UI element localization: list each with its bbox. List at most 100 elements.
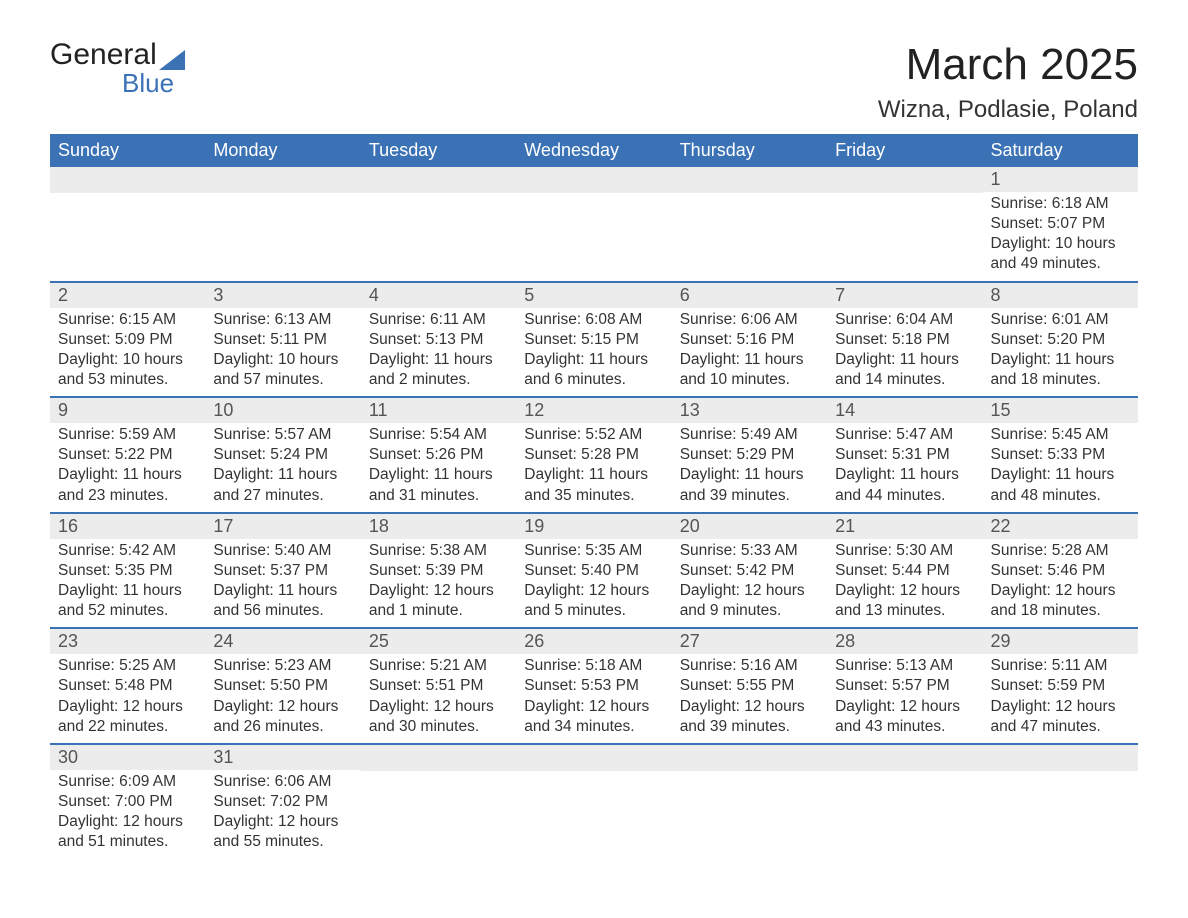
day-number: 9 (50, 398, 205, 423)
sunrise-line: Sunrise: 5:28 AM (991, 541, 1130, 561)
daylight-line: Daylight: 11 hours and 35 minutes. (524, 465, 663, 505)
sunrise-line: Sunrise: 5:16 AM (680, 656, 819, 676)
day-body (983, 771, 1138, 851)
day-number: 3 (205, 283, 360, 308)
sunset-line: Sunset: 5:09 PM (58, 330, 197, 350)
sunrise-line: Sunrise: 6:13 AM (213, 310, 352, 330)
day-number (672, 167, 827, 193)
daylight-line: Daylight: 11 hours and 23 minutes. (58, 465, 197, 505)
day-number: 13 (672, 398, 827, 423)
calendar-cell: 28Sunrise: 5:13 AMSunset: 5:57 PMDayligh… (827, 628, 982, 744)
day-body (827, 193, 982, 273)
day-body (361, 771, 516, 851)
calendar-cell (827, 167, 982, 282)
day-number: 30 (50, 745, 205, 770)
header: General Blue March 2025 Wizna, Podlasie,… (50, 40, 1138, 124)
day-number: 19 (516, 514, 671, 539)
calendar-table: Sunday Monday Tuesday Wednesday Thursday… (50, 134, 1138, 858)
day-body: Sunrise: 5:25 AMSunset: 5:48 PMDaylight:… (50, 654, 205, 743)
day-body (205, 193, 360, 273)
daylight-line: Daylight: 11 hours and 56 minutes. (213, 581, 352, 621)
logo-triangle-icon (159, 50, 185, 70)
sunrise-line: Sunrise: 6:08 AM (524, 310, 663, 330)
calendar-cell (50, 167, 205, 282)
day-number: 8 (983, 283, 1138, 308)
day-body (516, 771, 671, 851)
day-number: 2 (50, 283, 205, 308)
daylight-line: Daylight: 11 hours and 39 minutes. (680, 465, 819, 505)
day-body (672, 771, 827, 851)
sunset-line: Sunset: 5:16 PM (680, 330, 819, 350)
calendar-cell: 31Sunrise: 6:06 AMSunset: 7:02 PMDayligh… (205, 744, 360, 859)
day-body: Sunrise: 5:47 AMSunset: 5:31 PMDaylight:… (827, 423, 982, 512)
calendar-cell: 9Sunrise: 5:59 AMSunset: 5:22 PMDaylight… (50, 397, 205, 513)
daylight-line: Daylight: 10 hours and 49 minutes. (991, 234, 1130, 274)
calendar-cell (672, 167, 827, 282)
daylight-line: Daylight: 12 hours and 47 minutes. (991, 697, 1130, 737)
day-body: Sunrise: 6:18 AMSunset: 5:07 PMDaylight:… (983, 192, 1138, 281)
day-number (516, 745, 671, 771)
calendar-cell: 18Sunrise: 5:38 AMSunset: 5:39 PMDayligh… (361, 513, 516, 629)
calendar-cell: 10Sunrise: 5:57 AMSunset: 5:24 PMDayligh… (205, 397, 360, 513)
title-block: March 2025 Wizna, Podlasie, Poland (878, 40, 1138, 124)
daylight-line: Daylight: 12 hours and 30 minutes. (369, 697, 508, 737)
day-number: 4 (361, 283, 516, 308)
logo-text-bottom: Blue (122, 70, 185, 96)
sunrise-line: Sunrise: 6:09 AM (58, 772, 197, 792)
day-number: 10 (205, 398, 360, 423)
sunset-line: Sunset: 5:42 PM (680, 561, 819, 581)
daylight-line: Daylight: 12 hours and 51 minutes. (58, 812, 197, 852)
calendar-cell: 23Sunrise: 5:25 AMSunset: 5:48 PMDayligh… (50, 628, 205, 744)
day-body (516, 193, 671, 273)
sunrise-line: Sunrise: 5:45 AM (991, 425, 1130, 445)
day-body: Sunrise: 5:40 AMSunset: 5:37 PMDaylight:… (205, 539, 360, 628)
sunset-line: Sunset: 5:44 PM (835, 561, 974, 581)
sunset-line: Sunset: 5:33 PM (991, 445, 1130, 465)
sunrise-line: Sunrise: 5:38 AM (369, 541, 508, 561)
sunrise-line: Sunrise: 6:18 AM (991, 194, 1130, 214)
calendar-week-row: 2Sunrise: 6:15 AMSunset: 5:09 PMDaylight… (50, 282, 1138, 398)
calendar-week-row: 1Sunrise: 6:18 AMSunset: 5:07 PMDaylight… (50, 167, 1138, 282)
day-body: Sunrise: 6:09 AMSunset: 7:00 PMDaylight:… (50, 770, 205, 859)
day-number: 25 (361, 629, 516, 654)
day-number: 26 (516, 629, 671, 654)
calendar-cell: 7Sunrise: 6:04 AMSunset: 5:18 PMDaylight… (827, 282, 982, 398)
daylight-line: Daylight: 10 hours and 53 minutes. (58, 350, 197, 390)
calendar-cell: 4Sunrise: 6:11 AMSunset: 5:13 PMDaylight… (361, 282, 516, 398)
logo: General Blue (50, 40, 185, 96)
calendar-cell: 1Sunrise: 6:18 AMSunset: 5:07 PMDaylight… (983, 167, 1138, 282)
sunset-line: Sunset: 5:55 PM (680, 676, 819, 696)
logo-text-top: General (50, 40, 157, 70)
calendar-cell (672, 744, 827, 859)
day-body: Sunrise: 5:52 AMSunset: 5:28 PMDaylight:… (516, 423, 671, 512)
day-header: Thursday (672, 134, 827, 167)
daylight-line: Daylight: 11 hours and 27 minutes. (213, 465, 352, 505)
calendar-cell (516, 744, 671, 859)
daylight-line: Daylight: 12 hours and 13 minutes. (835, 581, 974, 621)
day-header: Sunday (50, 134, 205, 167)
sunrise-line: Sunrise: 6:06 AM (213, 772, 352, 792)
day-number: 17 (205, 514, 360, 539)
calendar-cell: 11Sunrise: 5:54 AMSunset: 5:26 PMDayligh… (361, 397, 516, 513)
day-number: 16 (50, 514, 205, 539)
daylight-line: Daylight: 11 hours and 14 minutes. (835, 350, 974, 390)
daylight-line: Daylight: 12 hours and 18 minutes. (991, 581, 1130, 621)
day-header: Monday (205, 134, 360, 167)
calendar-week-row: 9Sunrise: 5:59 AMSunset: 5:22 PMDaylight… (50, 397, 1138, 513)
daylight-line: Daylight: 11 hours and 10 minutes. (680, 350, 819, 390)
day-body: Sunrise: 5:57 AMSunset: 5:24 PMDaylight:… (205, 423, 360, 512)
day-number (672, 745, 827, 771)
day-body: Sunrise: 6:04 AMSunset: 5:18 PMDaylight:… (827, 308, 982, 397)
sunset-line: Sunset: 5:35 PM (58, 561, 197, 581)
sunset-line: Sunset: 5:22 PM (58, 445, 197, 465)
calendar-cell: 24Sunrise: 5:23 AMSunset: 5:50 PMDayligh… (205, 628, 360, 744)
calendar-cell: 3Sunrise: 6:13 AMSunset: 5:11 PMDaylight… (205, 282, 360, 398)
calendar-cell: 6Sunrise: 6:06 AMSunset: 5:16 PMDaylight… (672, 282, 827, 398)
daylight-line: Daylight: 12 hours and 9 minutes. (680, 581, 819, 621)
sunset-line: Sunset: 5:24 PM (213, 445, 352, 465)
sunrise-line: Sunrise: 5:49 AM (680, 425, 819, 445)
sunrise-line: Sunrise: 6:15 AM (58, 310, 197, 330)
sunrise-line: Sunrise: 5:23 AM (213, 656, 352, 676)
sunset-line: Sunset: 5:48 PM (58, 676, 197, 696)
day-body (361, 193, 516, 273)
